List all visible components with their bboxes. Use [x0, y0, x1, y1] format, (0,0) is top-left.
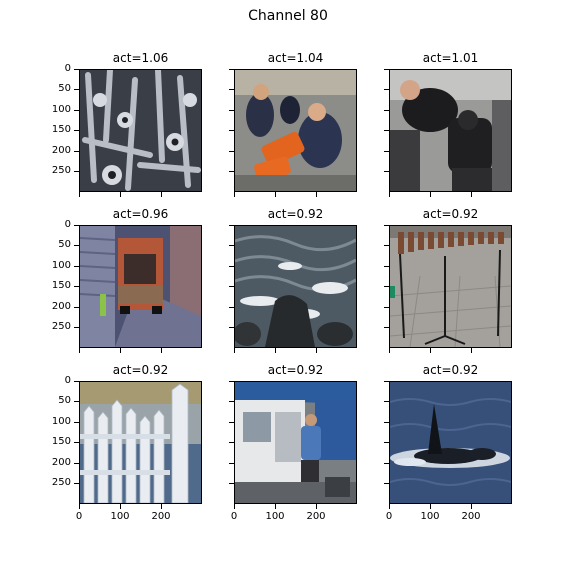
panel-title: act=0.92: [112, 363, 169, 377]
panel-title: act=1.04: [267, 51, 324, 65]
y-tick-label: 200: [51, 145, 71, 156]
panel-5: act=0.92: [229, 207, 357, 353]
y-tick-label: 0: [64, 219, 71, 230]
x-tick-label: 200: [461, 511, 481, 522]
x-tick-label: 200: [306, 511, 326, 522]
image-river-rocks: [234, 225, 357, 348]
y-tick-label: 100: [51, 416, 71, 427]
panel-4: act=0.96 0 50 100 150 200 250: [52, 207, 202, 353]
panel-1: act=1.06: [52, 51, 202, 197]
y-tick-label: 150: [51, 124, 71, 135]
y-tick-label: 100: [51, 104, 71, 115]
x-tick-label: 100: [110, 511, 130, 522]
panel-title: act=1.01: [422, 51, 479, 65]
panel-title: act=0.92: [267, 207, 324, 221]
panel-6: act=0.92: [384, 207, 512, 353]
y-tick-label: 0: [64, 63, 71, 74]
y-tick-label: 200: [51, 457, 71, 468]
panel-3: act=1.01: [384, 51, 512, 197]
x-tick-label: 0: [385, 511, 393, 522]
panel-title: act=0.92: [422, 207, 479, 221]
image-sailors-stretcher: [234, 69, 357, 192]
x-tick-label: 100: [420, 511, 440, 522]
y-tick-label: 50: [58, 83, 71, 94]
image-garbage-truck: [79, 225, 202, 348]
panel-8: act=0.92 0 100 200: [229, 363, 357, 522]
y-tick-label: 50: [58, 239, 71, 250]
panel-title: act=1.06: [112, 51, 169, 65]
figure-title: Channel 80: [248, 8, 328, 24]
image-leather-people: [389, 69, 512, 192]
x-tick-label: 0: [230, 511, 238, 522]
y-tick-label: 250: [51, 477, 71, 488]
panel-2: act=1.04: [229, 51, 357, 197]
y-tick-label: 150: [51, 436, 71, 447]
y-tick-label: 200: [51, 301, 71, 312]
y-tick-label: 0: [64, 375, 71, 386]
image-orca: [389, 381, 512, 504]
y-tick-label: 250: [51, 321, 71, 332]
y-tick-label: 50: [58, 395, 71, 406]
image-marimba: [389, 225, 512, 348]
panel-9: act=0.92 0 100 200: [384, 363, 512, 522]
image-picket-fence: [79, 381, 202, 504]
x-tick-label: 100: [265, 511, 285, 522]
panel-title: act=0.92: [267, 363, 324, 377]
y-tick-label: 150: [51, 280, 71, 291]
image-food-truck: [234, 381, 357, 504]
panel-title: act=0.96: [112, 207, 169, 221]
x-tick-label: 0: [75, 511, 83, 522]
panel-7: act=0.92 0 50 100 150 200 250 0 100 200: [52, 363, 202, 522]
y-tick-label: 100: [51, 260, 71, 271]
y-tick-label: 250: [51, 165, 71, 176]
image-bolts: [79, 69, 202, 192]
x-tick-label: 200: [151, 511, 171, 522]
panel-title: act=0.92: [422, 363, 479, 377]
